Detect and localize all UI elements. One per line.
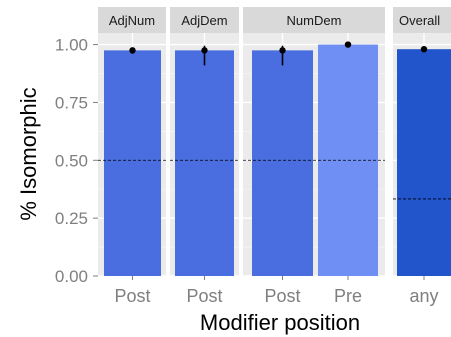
facet-strip-label: AdjDem — [181, 13, 227, 28]
x-tick-label: Post — [186, 286, 222, 306]
x-axis-title: Modifier position — [200, 310, 360, 335]
bar — [175, 50, 234, 276]
facet-strip-label: NumDem — [287, 13, 342, 28]
facet-strip — [243, 7, 385, 33]
x-tick-label: any — [409, 286, 438, 306]
bar — [104, 50, 161, 276]
y-tick-label: 1.00 — [55, 36, 88, 55]
facet-strip-label: AdjNum — [109, 13, 155, 28]
facet-strip-label: Overall — [399, 13, 440, 28]
x-tick-label: Post — [264, 286, 300, 306]
y-axis-title: % Isomorphic — [16, 87, 41, 220]
mean-point — [129, 47, 136, 54]
bar — [397, 49, 451, 277]
y-tick-label: 0.25 — [55, 209, 88, 228]
y-tick-label: 0.50 — [55, 151, 88, 170]
facet-strip — [393, 7, 451, 33]
x-tick-label: Post — [114, 286, 150, 306]
bar — [252, 50, 313, 276]
facet-strip — [98, 7, 166, 33]
facet-strip — [170, 7, 239, 33]
mean-point — [201, 47, 208, 54]
x-tick-label: Pre — [334, 286, 362, 306]
mean-point — [279, 47, 286, 54]
y-tick-label: 0.75 — [55, 93, 88, 112]
mean-point — [420, 46, 428, 53]
mean-point — [344, 41, 352, 48]
y-tick-label: 0.00 — [55, 267, 88, 286]
